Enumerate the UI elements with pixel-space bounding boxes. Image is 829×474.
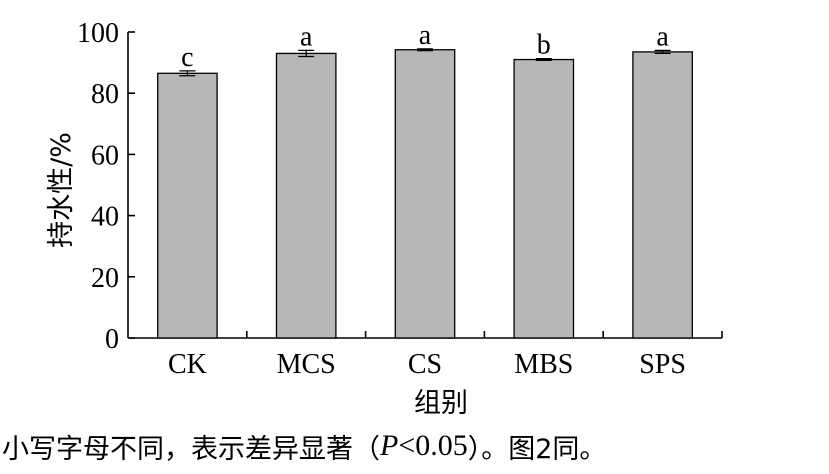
x-axis: CK MCS CS MBS SPS [128,331,723,380]
bar-chart: 0 20 40 60 80 100 CK MCS CS MBS SPS c a a b a 组别 持水性/… [46,18,723,419]
y-tick-label: 0 [105,324,119,355]
bar-cs [394,49,456,339]
significance-letter: c [181,42,193,73]
bar-mbs [513,58,575,339]
y-axis-title: 持水性/% [46,132,77,248]
note-prefix: 小写字母不同，表示差异显著（ [2,433,380,465]
x-tick-label: CS [408,349,442,380]
significance-letter: a [300,21,313,52]
bar-ck [157,72,218,339]
y-tick-label: 80 [91,79,119,110]
x-axis-title: 组别 [414,388,468,419]
y-tick-label: 20 [91,263,119,294]
x-tick-label: SPS [639,349,686,380]
significance-letter: b [537,30,551,61]
bar-mcs [275,52,337,339]
y-tick-label: 100 [77,18,119,49]
figure-note: 小写字母不同，表示差异显著（ P <0.05 ）。图2同。 [2,418,827,474]
y-tick-label: 40 [91,202,119,233]
significance-letter: a [656,21,669,52]
note-suffix: ）。图2同。 [467,433,607,465]
note-p-symbol: P [380,429,399,462]
y-axis: 0 20 40 60 80 100 [77,18,135,355]
x-tick-label: MCS [277,349,336,380]
note-p-threshold: <0.05 [398,429,468,462]
x-tick-label: MBS [514,349,573,380]
y-tick-label: 60 [91,140,119,171]
significance-letter: a [419,20,432,51]
x-tick-label: CK [168,349,207,380]
bar-sps [632,51,693,339]
